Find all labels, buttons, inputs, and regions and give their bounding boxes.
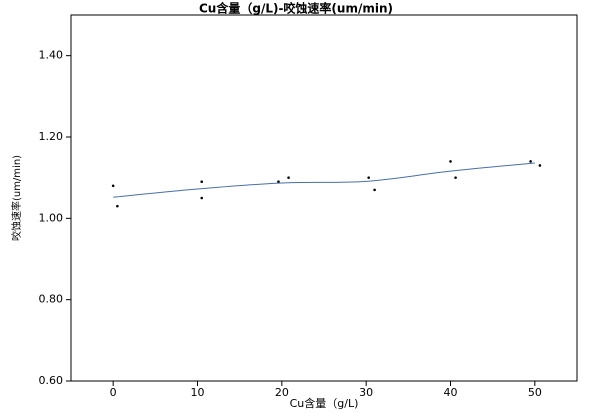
data-point [529, 160, 532, 163]
data-point [449, 160, 452, 163]
y-tick-label: 1.20 [39, 130, 64, 143]
x-tick-label: 30 [359, 386, 373, 399]
data-point [287, 176, 290, 179]
x-tick-label: 20 [275, 386, 289, 399]
data-point [116, 204, 119, 208]
x-axis-label: Cu含量（g/L) [290, 396, 359, 410]
data-point [367, 176, 370, 179]
y-tick-label: 1.00 [39, 211, 64, 224]
data-point [454, 176, 457, 179]
x-tick-label: 40 [444, 386, 458, 399]
x-tick-label: 0 [110, 386, 117, 399]
y-tick-label: 0.80 [39, 293, 64, 306]
data-point [373, 188, 376, 192]
data-point [111, 184, 115, 188]
x-tick-label: 50 [528, 386, 542, 399]
fit-line [113, 162, 535, 198]
data-point [277, 180, 280, 184]
data-point [200, 196, 204, 200]
plot-frame [70, 14, 578, 382]
y-axis-label: 咬蚀速率(um/min) [10, 155, 23, 241]
y-tick-label: 1.40 [39, 49, 64, 62]
data-point [200, 180, 204, 184]
x-tick-label: 10 [191, 386, 205, 399]
y-tick-label: 0.60 [39, 374, 64, 387]
chart-title: Cu含量（g/L)-咬蚀速率(um/min) [199, 1, 393, 16]
data-point [538, 164, 542, 167]
